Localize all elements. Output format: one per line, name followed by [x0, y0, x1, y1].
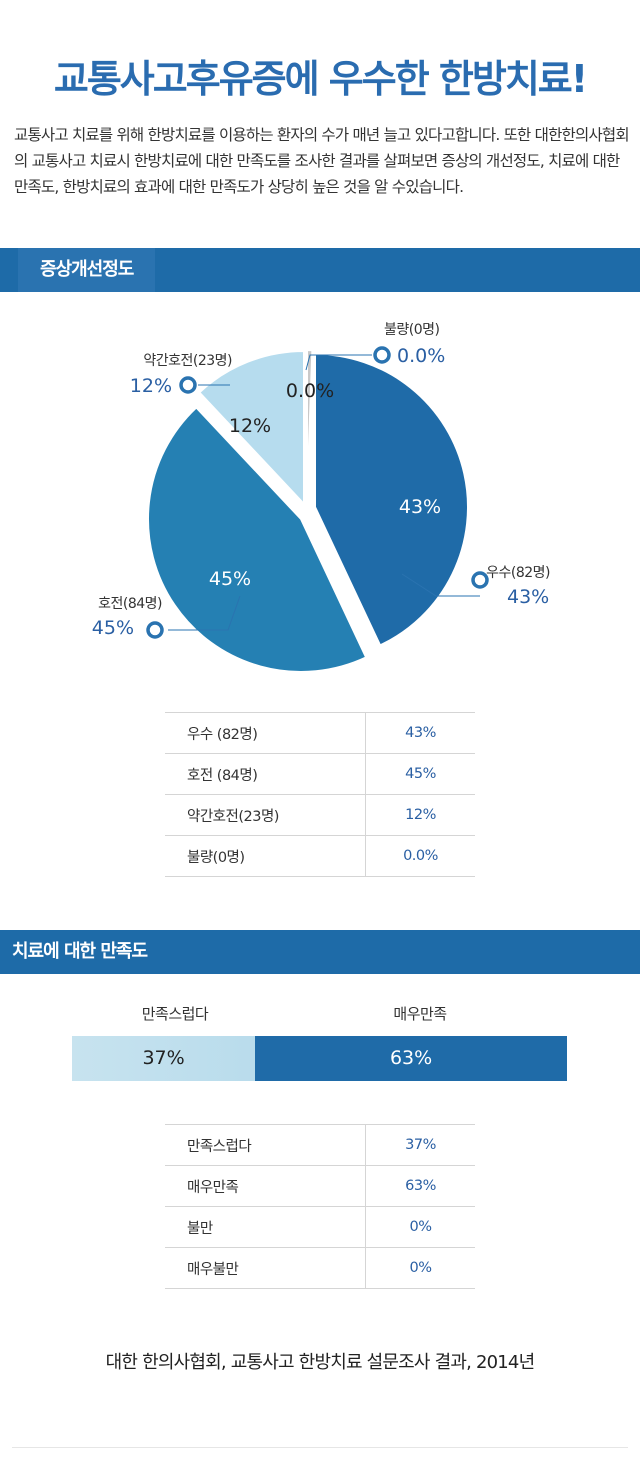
row-label: 불량(0명) — [165, 835, 366, 877]
callout-marker-icon — [471, 571, 489, 589]
table-row: 만족스럽다 37% — [165, 1124, 475, 1166]
row-label: 호전 (84명) — [165, 753, 366, 795]
divider — [12, 1447, 628, 1448]
pie-slice — [314, 352, 469, 647]
table-row: 매우불만 0% — [165, 1247, 475, 1289]
row-label: 불만 — [165, 1206, 366, 1248]
row-value: 45% — [365, 753, 475, 795]
pie-labels: 43% 45% 12% 0.0% 우수(82명) 43% 호전(84명) 45% 약간호전(23… — [92, 322, 551, 639]
slice-value-label: 0.0% — [286, 380, 334, 402]
source-caption: 대한 한의사협회, 교통사고 한방치료 설문조사 결과, 2014년 — [105, 1352, 536, 1373]
callout-value: 12% — [130, 375, 172, 397]
row-label: 매우만족 — [165, 1165, 366, 1207]
slice-value-label: 45% — [209, 568, 251, 590]
pie-slice — [147, 406, 368, 673]
row-value: 37% — [365, 1124, 475, 1166]
table-row: 불량(0명) 0.0% — [165, 835, 475, 877]
improvement-table: 우수 (82명) 43% 호전 (84명) 45% 약간호전(23명) 12% 불량(… — [165, 712, 475, 877]
page-title: 교통사고후유증에 우수한 한방치료! — [53, 57, 588, 101]
stacked-bar: 37% 63% — [72, 1036, 567, 1081]
row-value: 0% — [365, 1247, 475, 1289]
row-value: 0.0% — [365, 835, 475, 877]
bar-segment-very-satisfied: 63% — [255, 1036, 567, 1081]
callout-name: 호전(84명) — [98, 596, 162, 612]
bar-segment-satisfied: 37% — [72, 1036, 256, 1081]
callout-name: 불량(0명) — [384, 322, 440, 338]
pie-chart: 43% 45% 12% 0.0% 우수(82명) 43% 호전(84명) 45% 약간호전(23… — [92, 322, 551, 673]
row-label: 우수 (82명) — [165, 712, 366, 754]
pie-slice — [306, 348, 314, 504]
bar-category-label: 만족스럽다 — [141, 1005, 209, 1023]
slice-value-label: 12% — [229, 415, 271, 437]
row-value: 43% — [365, 712, 475, 754]
callout-value: 0.0% — [397, 345, 445, 367]
row-value: 63% — [365, 1165, 475, 1207]
row-label: 매우불만 — [165, 1247, 366, 1289]
section-title: 치료에 대한 만족도 — [12, 941, 148, 962]
row-label: 약간호전(23명) — [165, 794, 366, 836]
table-row: 호전 (84명) 45% — [165, 753, 475, 795]
callout-line — [401, 573, 480, 597]
callout-marker-icon — [179, 376, 197, 394]
row-label: 만족스럽다 — [165, 1124, 366, 1166]
satisfaction-table: 만족스럽다 37% 매우만족 63% 불만 0% 매우불만 0% — [165, 1124, 475, 1289]
intro-text: 교통사고 치료를 위해 한방치료를 이용하는 환자의 수가 매년 늘고 있다고합… — [14, 126, 630, 196]
callout-marker-icon — [373, 346, 391, 364]
callout-name: 약간호전(23명) — [143, 353, 232, 369]
table-row: 우수 (82명) 43% — [165, 712, 475, 754]
table-row: 매우만족 63% — [165, 1165, 475, 1207]
callout-line — [305, 354, 372, 371]
callout-line — [168, 595, 241, 631]
table-row: 불만 0% — [165, 1206, 475, 1248]
pie-slices — [147, 348, 469, 673]
bar-category-label: 매우만족 — [393, 1005, 447, 1023]
callout-value: 45% — [92, 617, 134, 639]
row-value: 0% — [365, 1206, 475, 1248]
slice-value-label: 43% — [399, 496, 441, 518]
row-value: 12% — [365, 794, 475, 836]
section-header-improvement: 증상개선정도 — [0, 248, 640, 292]
callout-name: 우수(82명) — [486, 565, 550, 581]
section-header-satisfaction: 치료에 대한 만족도 — [0, 930, 640, 974]
section-title: 증상개선정도 — [18, 248, 156, 292]
callout-marker-icon — [146, 621, 164, 639]
callout-value: 43% — [507, 586, 549, 608]
table-row: 약간호전(23명) 12% — [165, 794, 475, 836]
pie-slice — [197, 349, 305, 507]
